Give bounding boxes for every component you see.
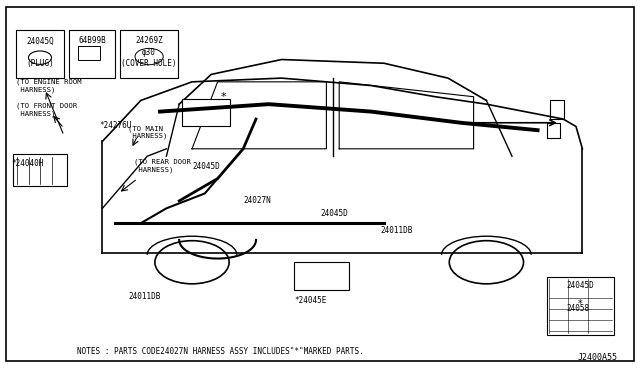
Bar <box>16 30 64 78</box>
Text: 64B99B: 64B99B <box>78 36 106 45</box>
Bar <box>69 30 115 78</box>
Bar <box>547 277 614 335</box>
Text: NOTES : PARTS CODE24027N HARNESS ASSY INCLUDES"*"MARKED PARTS.: NOTES : PARTS CODE24027N HARNESS ASSY IN… <box>77 347 364 356</box>
Text: (TO FRONT DOOR
 HARNESS): (TO FRONT DOOR HARNESS) <box>16 103 77 117</box>
Text: *24040H: *24040H <box>12 158 44 167</box>
Text: J2400A55: J2400A55 <box>578 353 618 362</box>
Bar <box>13 154 67 186</box>
Text: (TO ENGINE ROOM
 HARNESS): (TO ENGINE ROOM HARNESS) <box>16 78 82 93</box>
Text: *: * <box>578 299 583 309</box>
Text: 24045D: 24045D <box>192 162 220 171</box>
Bar <box>120 30 178 78</box>
Bar <box>182 99 230 126</box>
Text: 24011DB: 24011DB <box>381 225 413 234</box>
Text: (PLUG): (PLUG) <box>26 59 54 68</box>
Bar <box>78 46 100 60</box>
Text: 24011DB: 24011DB <box>128 292 161 301</box>
Text: (TO MAIN
 HARNESS): (TO MAIN HARNESS) <box>128 125 168 139</box>
Text: 24045D: 24045D <box>320 209 348 218</box>
Text: *24276U: *24276U <box>99 121 132 130</box>
Text: φ30: φ30 <box>142 48 156 57</box>
Text: 24045D: 24045D <box>566 281 594 290</box>
Text: 24045Q: 24045Q <box>26 36 54 45</box>
Text: 24027N: 24027N <box>243 196 271 205</box>
Bar <box>294 262 349 290</box>
Text: (COVER HOLE): (COVER HOLE) <box>122 59 177 68</box>
Text: (TO REAR DOOR
 HARNESS): (TO REAR DOOR HARNESS) <box>134 158 191 173</box>
Text: 24058: 24058 <box>566 304 589 312</box>
Text: *24045E: *24045E <box>294 296 327 305</box>
Text: *: * <box>221 92 227 102</box>
Text: 24269Z: 24269Z <box>135 36 163 45</box>
